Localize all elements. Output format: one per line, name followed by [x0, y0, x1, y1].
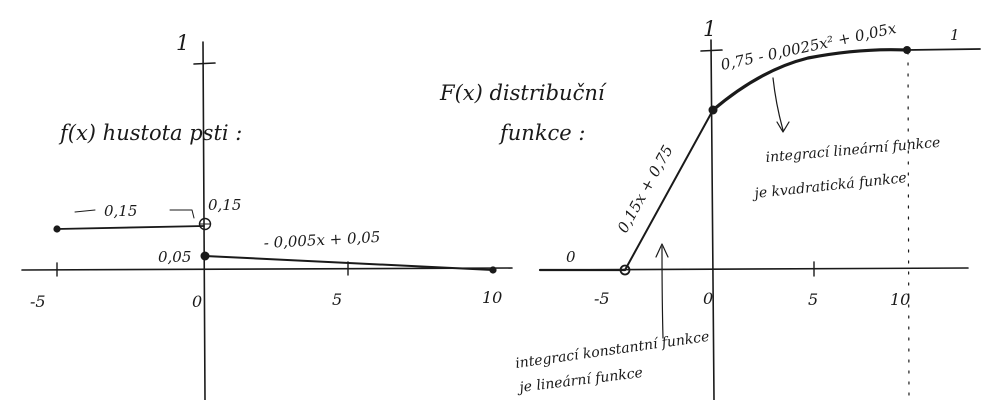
value-label-015: 0,15 [208, 196, 241, 214]
note-top-line1: integrací lineární funkce [765, 135, 941, 166]
quadratic-piece-label: 0,75 - 0,0025x² + 0,05x [719, 19, 898, 74]
value-label-005: 0,05 [158, 248, 191, 266]
right-x-tick-label: -5 [594, 289, 610, 308]
right-one-piece [906, 48, 981, 51]
left-plot: 1 -5 0 5 10 f(x) hustota psti : 0,15 0,1… [21, 31, 513, 400]
arrow-quadratic-note [772, 77, 790, 133]
segment-linear-label: - 0,005x + 0,05 [263, 228, 381, 252]
right-x-tick-label: 0 [703, 289, 713, 308]
right-plot-title-line2: funkce : [498, 121, 586, 145]
right-axis-top-label: 1 [703, 17, 716, 41]
note-bottom-line1: integrací konstantní funkce [514, 329, 710, 372]
segment-constant-015 [56, 225, 205, 230]
linear-piece-label: 0,15x + 0,75 [614, 142, 677, 236]
right-plot-title-line1: F(x) distribuční [439, 81, 607, 105]
right-x-tick-label: 5 [808, 290, 818, 309]
note-top-line2: je kvadratická funkce [751, 170, 908, 202]
left-x-tick-label: -5 [30, 292, 46, 311]
left-x-tick-label: 10 [482, 288, 502, 307]
left-axis-top-label: 1 [176, 31, 189, 55]
left-plot-title: f(x) hustota psti : [58, 121, 242, 145]
right-plot: 1 -5 0 5 10 F(x) distribuční funkce : 0 … [439, 17, 981, 400]
right-guide-10 [907, 51, 910, 400]
right-one-label: 1 [950, 26, 960, 44]
right-x-tick-label: 10 [890, 290, 910, 309]
left-y-tick-1 [193, 62, 216, 65]
segment-linear [204, 255, 494, 271]
left-y-axis [202, 41, 206, 400]
segment-constant-label: 0,15 [104, 202, 137, 220]
note-bottom-line2: je lineární funkce [516, 365, 644, 396]
left-x-tick-label: 5 [332, 290, 342, 309]
left-x-tick-label: 0 [192, 292, 202, 311]
arrow-linear-note [655, 243, 669, 339]
right-y-axis [710, 39, 715, 400]
right-quadratic-piece [711, 48, 909, 112]
bracket-015 [74, 209, 195, 219]
right-point-minus5 [619, 264, 631, 276]
closed-point-005 [200, 251, 210, 261]
closed-point-minus5 [53, 225, 61, 233]
right-linear-piece [624, 109, 714, 271]
closed-point-10 [489, 266, 497, 274]
right-y-tick-1 [700, 49, 723, 52]
right-zero-label: 0 [566, 248, 576, 266]
left-x-axis [21, 267, 513, 271]
